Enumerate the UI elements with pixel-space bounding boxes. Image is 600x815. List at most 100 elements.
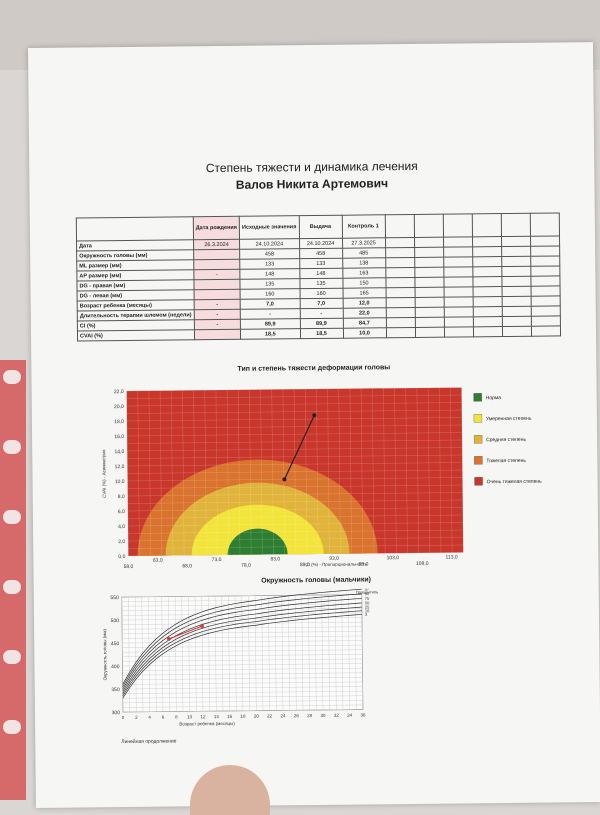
grid-line [122,649,363,653]
table-cell: 458 [239,248,300,260]
x-tick-label: 58,0 [124,564,134,570]
grid-line [234,595,237,711]
table-cell [194,329,241,340]
grid-line [121,598,362,602]
table-empty-cell [530,295,560,307]
binder-hole [3,720,21,734]
grid-line [126,424,462,429]
x-tick-label: 8 [175,714,178,719]
table-empty-cell [414,257,444,268]
binder-hole [3,510,21,524]
table-cell: 133 [299,258,343,269]
grid-line [148,596,150,712]
grid-line [122,704,363,708]
grid-line [122,690,363,694]
table-empty-cell [501,256,531,267]
grid-line [204,390,207,556]
x-axis-label: CI (%) - Пропорциональность [305,561,367,567]
x-tick-label: 32 [334,713,340,718]
table-empty-cell [414,327,445,338]
percentile-curve [122,602,362,692]
severity-chart: 0,0 2,0 4,0 6,0 8,0 10,0 12,0 14,0 16,0 18,0 20,0 2… [101,387,542,570]
table-cell: 160 [299,288,343,299]
percentile-label: 25 [365,605,370,610]
growth-chart: 9790755025103Процентиль30035040045050055… [102,588,378,727]
x-tick-label: 98,0 [359,561,369,567]
percentile-label: 97 [365,588,370,592]
percentile-curve [122,597,362,690]
table-empty-cell [414,277,444,288]
x-tick-label: 103,0 [387,555,400,561]
legend-swatch [473,393,482,402]
x-tick-label: 68,0 [182,563,192,569]
table-empty-cell [472,326,503,337]
grid-line [372,388,375,554]
table-empty-cell [443,306,473,318]
grid-line [122,667,363,671]
grid-line [127,492,463,497]
grid-line [394,388,397,554]
grid-line [121,612,362,616]
grid-line [241,595,244,711]
grid-line [127,439,463,444]
grid-line [438,387,442,553]
patient-trajectory-line [283,415,315,480]
table-empty-cell [472,286,502,297]
legend-swatch [473,414,483,423]
percentile-label: 50 [365,600,370,605]
table-empty-cell [529,212,559,237]
table-cell: 24.10.2024 [299,238,343,249]
grid-line [208,596,210,712]
table-empty-cell [530,325,561,337]
grid-line [128,544,464,549]
patient-point [282,477,287,482]
table-cell [193,289,241,300]
grid-line [127,477,463,482]
table-empty-cell [530,255,560,267]
table-cell: - [194,309,241,320]
table-empty-cell [443,246,473,258]
table-cell: 163 [342,267,386,279]
table-empty-cell [414,287,444,298]
y-tick-label: 22,0 [114,389,124,395]
x-tick-label: 20 [254,714,260,719]
grid-line [334,594,337,710]
x-tick-label: 34 [347,713,353,718]
x-tick-label: 10 [187,714,193,719]
table-empty-cell [385,287,415,298]
percentile-curve [122,606,362,694]
table-cell: 7,0 [240,298,300,310]
x-tick-label: 12 [200,714,206,719]
percentile-label: 90 [365,591,370,596]
patient-point [167,637,171,641]
y-tick-label: 12,0 [115,464,125,470]
grid-line [127,514,463,519]
grid-line [122,635,363,639]
percentile-label: 3 [365,612,368,617]
grid-line [121,594,362,598]
grid-line [127,462,463,467]
percentile-curve [122,614,362,699]
table-cell: 18,5 [240,328,301,340]
table-empty-cell [443,316,473,328]
grid-line [316,388,319,554]
y-tick-label: 350 [111,687,120,693]
grid-line [128,522,463,527]
table-empty-cell [530,285,560,297]
y-tick-label: 300 [112,710,121,716]
table-empty-cell [501,316,531,327]
y-tick-label: 8,0 [118,494,125,500]
grid-line [405,388,408,554]
grid-line [174,596,177,712]
grid-line [338,388,341,554]
y-tick-label: 0,0 [118,554,125,560]
table-cell: 84,7 [342,317,386,329]
grid-line [126,387,462,392]
percentile-curve [122,610,362,697]
grid-line [127,469,463,474]
table-empty-cell [500,213,530,237]
percentile-label: 75 [365,596,370,601]
table-cell: 135 [299,278,343,289]
grid-line [128,537,464,542]
table-cell: 7,0 [299,298,343,309]
